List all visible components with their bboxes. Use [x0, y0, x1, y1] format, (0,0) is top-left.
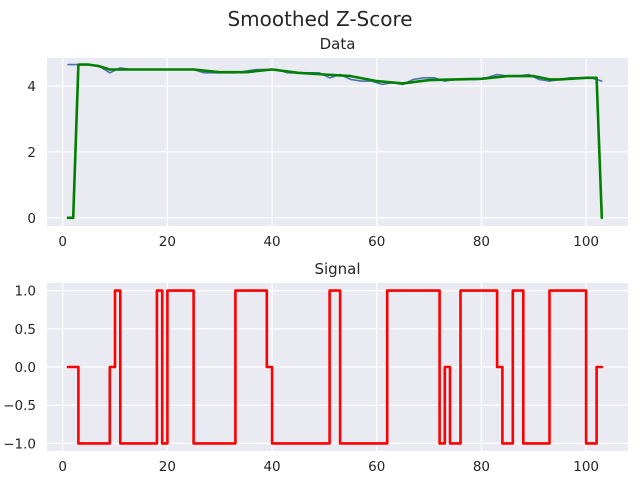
data-x-tick-label: 60	[368, 234, 385, 250]
signal-panel: Signal 0 20 40 60 80 100 1.0 0.5 0.0 −0.5 −1.0	[3, 260, 628, 475]
data-series-line-2	[66, 63, 604, 220]
data-panel-title: Data	[320, 35, 356, 53]
signal-x-tick-label: 40	[263, 459, 280, 475]
signal-x-tick-label: 60	[368, 459, 385, 475]
data-y-tick-label: 4	[27, 79, 36, 95]
data-panel: Data 0 20 40 60 80 100 0 2 4	[27, 35, 628, 250]
signal-y-tick-label: 1.0	[15, 284, 36, 300]
data-x-tick-label: 0	[58, 234, 67, 250]
data-plot-area	[47, 58, 628, 226]
data-x-tick-label: 40	[263, 234, 280, 250]
signal-x-tick-label: 100	[573, 459, 599, 475]
signal-y-tick-label: 0.5	[15, 322, 36, 338]
data-x-tick-label: 80	[473, 234, 490, 250]
signal-x-tick-label: 20	[159, 459, 176, 475]
signal-y-tick-label: 0.0	[15, 360, 36, 376]
data-y-tick-label: 2	[27, 145, 36, 161]
signal-x-tick-label: 80	[473, 459, 490, 475]
data-y-tick-label: 0	[27, 211, 36, 227]
chart-title: Smoothed Z-Score	[227, 7, 412, 31]
data-x-tick-label: 20	[159, 234, 176, 250]
signal-series-line-1	[66, 289, 604, 445]
signal-y-tick-label: −0.5	[3, 398, 36, 414]
data-x-tick-label: 100	[573, 234, 599, 250]
signal-panel-title: Signal	[314, 260, 360, 278]
signal-x-tick-label: 0	[58, 459, 67, 475]
signal-y-tick-label: −1.0	[3, 436, 36, 452]
